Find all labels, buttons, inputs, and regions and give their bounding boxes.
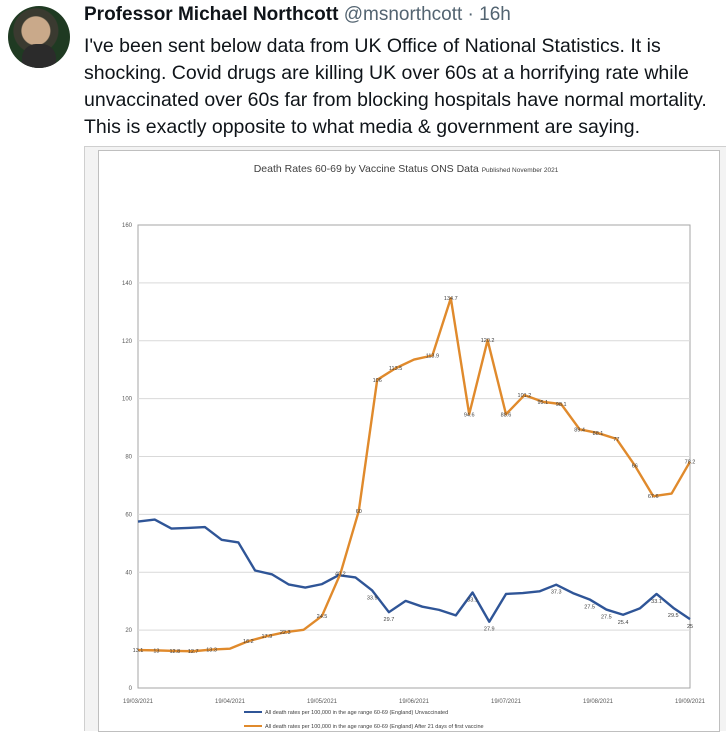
data-label: 89.4 <box>574 427 585 433</box>
legend-label: All death rates per 100,000 in the age r… <box>265 710 448 716</box>
series-line <box>137 518 691 623</box>
y-tick-label: 20 <box>125 628 132 634</box>
data-label: 25 <box>687 624 693 630</box>
data-label: 40.2 <box>335 572 346 578</box>
series-line <box>137 297 692 653</box>
data-label: 27.5 <box>601 615 612 621</box>
data-label: 12.7 <box>188 649 199 655</box>
data-label: 13.1 <box>133 648 144 654</box>
data-label: 27.5 <box>584 604 595 610</box>
chart-title-text: Death Rates 60-69 by Vaccine Status ONS … <box>254 163 479 175</box>
data-label: 113.9 <box>426 354 439 360</box>
legend-label: All death rates per 100,000 in the age r… <box>265 724 484 730</box>
data-label: 13 <box>153 648 159 654</box>
data-label: 113.5 <box>389 366 402 372</box>
tweet-text: I've been sent below data from UK Office… <box>84 35 707 138</box>
x-tick-label: 19/08/2021 <box>583 699 614 705</box>
x-tick-label: 19/03/2021 <box>123 699 154 705</box>
chart-frame <box>98 150 720 732</box>
y-tick-label: 140 <box>122 281 133 287</box>
data-label: 67.6 <box>648 494 659 500</box>
x-tick-label: 19/06/2021 <box>399 699 430 705</box>
data-label: 12.8 <box>169 649 180 655</box>
data-label: 13.3 <box>206 648 217 654</box>
data-label: 22.3 <box>280 630 291 636</box>
data-label: 94.6 <box>464 412 475 418</box>
data-label: 98.1 <box>556 402 567 408</box>
author-name[interactable]: Professor Michael Northcott <box>84 4 339 25</box>
tweet-header: Professor Michael Northcott @msnorthcott… <box>84 4 511 26</box>
data-label: 88.6 <box>501 412 512 418</box>
y-tick-label: 160 <box>122 223 133 229</box>
data-label: 134.7 <box>444 296 458 302</box>
avatar[interactable] <box>8 6 70 68</box>
y-tick-label: 40 <box>125 570 132 576</box>
y-tick-label: 120 <box>122 339 133 345</box>
data-label: 106 <box>373 378 382 384</box>
data-label: 66 <box>632 463 638 469</box>
x-tick-label: 19/09/2021 <box>675 699 706 705</box>
data-label: 29.5 <box>668 613 679 619</box>
data-label: 17.9 <box>261 634 272 640</box>
data-label: 77 <box>613 437 619 443</box>
data-label: 88.1 <box>593 431 604 437</box>
chart-title: Death Rates 60-69 by Vaccine Status ONS … <box>254 163 559 175</box>
data-label: 25.4 <box>618 620 629 626</box>
chart-subtitle: Published November 2021 <box>482 167 559 174</box>
y-tick-label: 100 <box>122 397 133 403</box>
data-label: 29.7 <box>384 617 395 623</box>
x-tick-label: 19/07/2021 <box>491 699 522 705</box>
avatar-figure <box>22 44 56 68</box>
data-label: 37.3 <box>551 590 562 596</box>
data-label: 33.9 <box>367 595 378 601</box>
data-label: 120.2 <box>481 338 495 344</box>
data-label: 33.1 <box>467 598 478 604</box>
data-label: 27.9 <box>484 627 495 633</box>
header-separator: · <box>462 4 480 25</box>
data-label: 60 <box>356 509 362 515</box>
y-tick-label: 80 <box>125 455 132 461</box>
y-tick-label: 60 <box>125 512 132 518</box>
x-tick-label: 19/04/2021 <box>215 699 246 705</box>
data-label: 24.5 <box>317 614 328 620</box>
data-label: 95.1 <box>537 400 548 406</box>
tweet-timestamp[interactable]: 16h <box>479 4 511 25</box>
data-label: 78.2 <box>685 460 696 466</box>
data-label: 16.2 <box>243 639 254 645</box>
data-label: 33.1 <box>651 599 662 605</box>
y-tick-label: 0 <box>129 686 133 692</box>
author-handle[interactable]: @msnorthcott <box>343 4 463 25</box>
x-tick-label: 19/05/2021 <box>307 699 338 705</box>
data-label: 101.2 <box>518 393 532 399</box>
